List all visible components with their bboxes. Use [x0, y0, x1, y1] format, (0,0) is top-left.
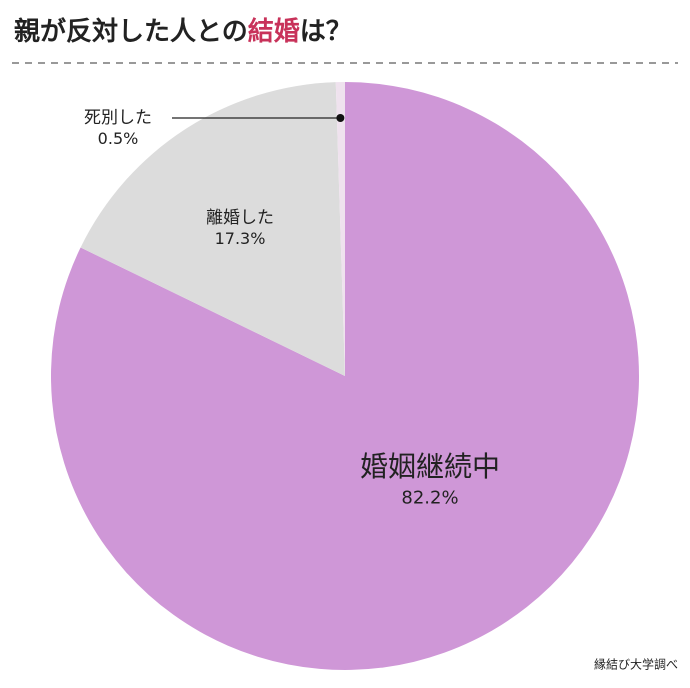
slice-label: 死別した — [84, 108, 152, 128]
slice-label: 離婚した — [206, 208, 274, 228]
chart-title: 親が反対した人との結婚は？ — [14, 16, 352, 47]
pie-slice — [335, 82, 345, 376]
title-part: 親が反対した人との — [14, 16, 248, 47]
title-part: 結婚 — [248, 16, 300, 47]
slice-label: 婚姻継続中 — [360, 450, 500, 483]
leader-dot — [336, 114, 345, 122]
pie-slice — [80, 82, 345, 376]
slice-value: 82.2% — [401, 487, 458, 508]
pie-slice — [51, 82, 640, 671]
title-part: は？ — [300, 17, 352, 47]
source: 縁結び大学調べ — [594, 657, 678, 672]
slice-value: 0.5% — [98, 129, 139, 148]
slice-value: 17.3% — [215, 229, 266, 248]
